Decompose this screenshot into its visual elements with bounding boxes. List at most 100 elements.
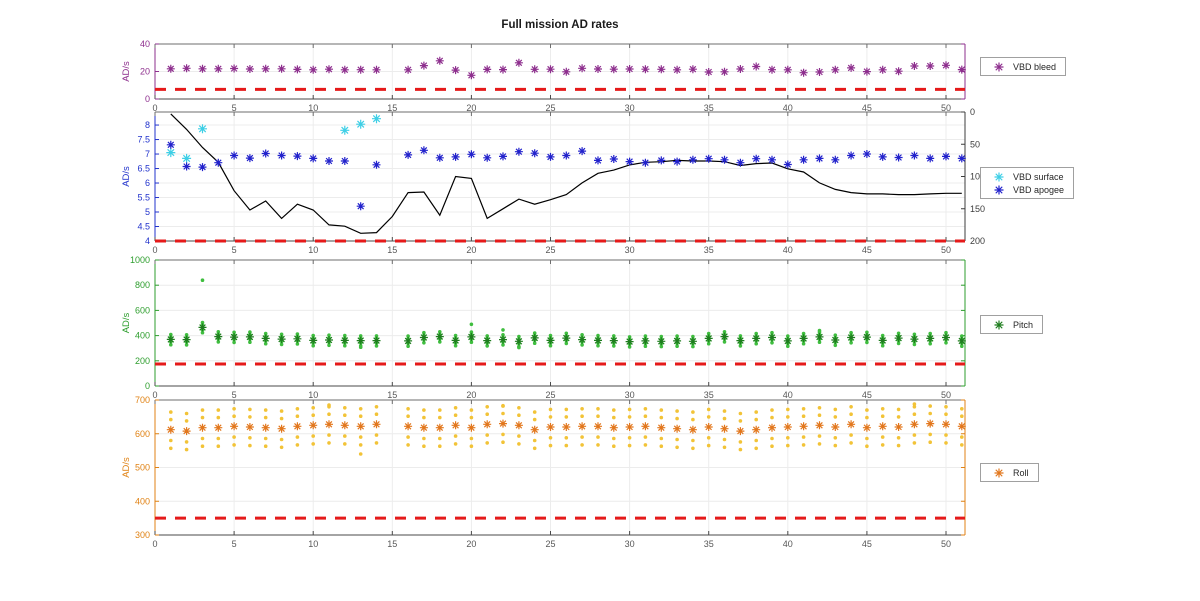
- svg-text:8: 8: [145, 120, 150, 130]
- svg-text:200: 200: [135, 356, 150, 366]
- svg-text:150: 150: [970, 204, 985, 214]
- legend-label: Roll: [1013, 467, 1029, 478]
- asterisk-marker: [994, 468, 1004, 477]
- svg-text:30: 30: [625, 539, 635, 549]
- svg-text:40: 40: [783, 539, 793, 549]
- svg-text:25: 25: [546, 245, 556, 255]
- svg-text:25: 25: [546, 390, 556, 400]
- svg-text:5.5: 5.5: [137, 193, 150, 203]
- svg-text:45: 45: [862, 390, 872, 400]
- svg-text:35: 35: [704, 390, 714, 400]
- svg-text:0: 0: [152, 390, 157, 400]
- svg-text:5: 5: [232, 390, 237, 400]
- svg-text:AD/s: AD/s: [121, 312, 132, 333]
- svg-text:6.5: 6.5: [137, 164, 150, 174]
- svg-text:500: 500: [135, 463, 150, 473]
- svg-text:35: 35: [704, 539, 714, 549]
- asterisk-marker: [994, 62, 1004, 71]
- legend-label: VBD bleed: [1013, 61, 1057, 72]
- series-roll-mean: [166, 419, 966, 436]
- svg-text:600: 600: [135, 429, 150, 439]
- svg-text:50: 50: [941, 390, 951, 400]
- legend-vbd-depth: VBD surface VBD apogee: [980, 167, 1075, 199]
- svg-text:50: 50: [941, 245, 951, 255]
- legend-label: VBD surface: [1013, 171, 1064, 182]
- svg-text:10: 10: [308, 539, 318, 549]
- svg-text:20: 20: [466, 390, 476, 400]
- svg-text:25: 25: [546, 539, 556, 549]
- subplot-roll: 0 5 10 15 20 25 30 35 40 45 50 300 400 500 600 700 AD/s: [121, 395, 966, 549]
- svg-text:700: 700: [135, 395, 150, 405]
- svg-text:15: 15: [387, 245, 397, 255]
- svg-text:AD/s: AD/s: [121, 457, 132, 478]
- legend-item-vbd-apogee: VBD apogee: [986, 183, 1064, 196]
- svg-text:40: 40: [783, 103, 793, 113]
- subplot-vbd-depth: 0 5 10 15 20 25 30 35 40 45 50 4 4.5 5 5.5 6 6.5 7 7.5 8 0 50…: [121, 107, 985, 255]
- svg-text:10: 10: [308, 245, 318, 255]
- chart-title: Full mission AD rates: [501, 19, 619, 31]
- svg-text:45: 45: [862, 539, 872, 549]
- legend-roll: Roll: [980, 463, 1039, 482]
- svg-text:6: 6: [145, 178, 150, 188]
- svg-text:0: 0: [152, 245, 157, 255]
- svg-text:15: 15: [387, 103, 397, 113]
- svg-text:50: 50: [970, 139, 980, 149]
- svg-text:20: 20: [466, 103, 476, 113]
- svg-text:0: 0: [145, 94, 150, 104]
- svg-text:7.5: 7.5: [137, 135, 150, 145]
- legend-label: Pitch: [1013, 319, 1034, 330]
- series-pitch-mean: [166, 323, 966, 346]
- legend-item-vbd-bleed: VBD bleed: [986, 60, 1056, 73]
- svg-text:20: 20: [466, 245, 476, 255]
- svg-text:1000: 1000: [130, 255, 150, 265]
- svg-text:300: 300: [135, 530, 150, 540]
- svg-text:30: 30: [625, 245, 635, 255]
- legend-item-roll: Roll: [986, 466, 1029, 479]
- svg-text:10: 10: [308, 390, 318, 400]
- svg-text:0: 0: [970, 107, 975, 117]
- legend-label: VBD apogee: [1013, 184, 1065, 195]
- asterisk-marker: [994, 320, 1004, 329]
- svg-text:20: 20: [466, 539, 476, 549]
- series-depth: [170, 113, 962, 234]
- svg-text:45: 45: [862, 103, 872, 113]
- svg-text:0: 0: [145, 381, 150, 391]
- series-vbd-surface: [166, 114, 381, 163]
- svg-text:600: 600: [135, 305, 150, 315]
- svg-text:5: 5: [232, 245, 237, 255]
- svg-text:40: 40: [140, 39, 150, 49]
- svg-text:30: 30: [625, 103, 635, 113]
- svg-text:40: 40: [783, 245, 793, 255]
- svg-text:200: 200: [970, 236, 985, 246]
- legend-item-pitch: Pitch: [986, 318, 1033, 331]
- svg-text:4.5: 4.5: [137, 222, 150, 232]
- subplot-pitch: 0 5 10 15 20 25 30 35 40 45 50 0 200 400 600 800 1000 AD/…: [121, 255, 966, 400]
- svg-text:AD/s: AD/s: [121, 166, 132, 187]
- svg-text:35: 35: [704, 245, 714, 255]
- svg-text:40: 40: [783, 390, 793, 400]
- svg-text:0: 0: [152, 539, 157, 549]
- svg-text:400: 400: [135, 496, 150, 506]
- series-vbd-apogee: [166, 140, 966, 211]
- series-vbd-bleed: [166, 56, 966, 80]
- asterisk-marker: [994, 172, 1004, 181]
- svg-text:5: 5: [232, 539, 237, 549]
- svg-text:0: 0: [152, 103, 157, 113]
- subplot-vbd-bleed: 0 5 10 15 20 25 30 35 40 45 50 0 20 40 AD/s: [121, 39, 966, 113]
- svg-text:AD/s: AD/s: [121, 61, 132, 82]
- legend-vbd-bleed: VBD bleed: [980, 57, 1067, 76]
- svg-text:45: 45: [862, 245, 872, 255]
- svg-text:800: 800: [135, 280, 150, 290]
- svg-text:50: 50: [941, 103, 951, 113]
- series-roll-dots: [169, 402, 964, 456]
- asterisk-marker: [994, 185, 1004, 194]
- legend-item-vbd-surface: VBD surface: [986, 170, 1064, 183]
- svg-text:50: 50: [941, 539, 951, 549]
- svg-text:5: 5: [145, 207, 150, 217]
- svg-text:7: 7: [145, 149, 150, 159]
- svg-text:35: 35: [704, 103, 714, 113]
- svg-text:5: 5: [232, 103, 237, 113]
- svg-text:30: 30: [625, 390, 635, 400]
- svg-text:15: 15: [387, 539, 397, 549]
